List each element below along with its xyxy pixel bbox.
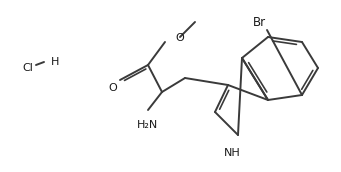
Text: Br: Br [253,15,266,29]
Text: Cl: Cl [22,63,33,73]
Text: H₂N: H₂N [137,120,159,130]
Text: H: H [51,57,59,67]
Text: NH: NH [224,148,240,158]
Text: O: O [109,83,117,93]
Text: O: O [175,33,184,43]
